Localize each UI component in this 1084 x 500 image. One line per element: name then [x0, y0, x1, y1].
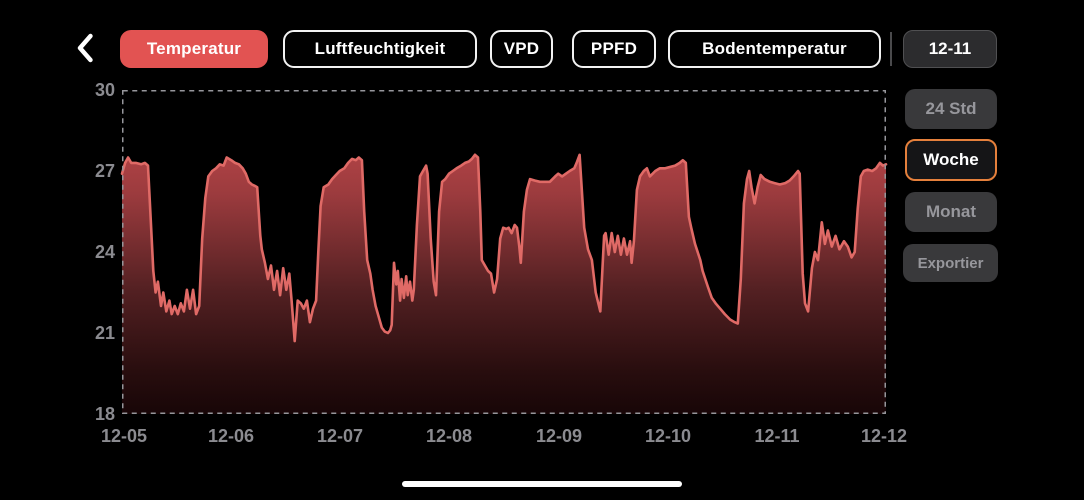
tab-luftfeuchtigkeit-label: Luftfeuchtigkeit — [314, 39, 446, 58]
tabbar-divider — [890, 32, 892, 66]
tab-temperatur[interactable]: Temperatur — [120, 30, 268, 68]
x-tick-12-08: 12-08 — [425, 426, 473, 446]
date-badge-label: 12-11 — [928, 39, 972, 58]
tab-ppfd[interactable]: PPFD — [572, 30, 656, 68]
temperature-plot-area[interactable] — [120, 90, 888, 415]
tab-vpd[interactable]: VPD — [490, 30, 553, 68]
y-tick-21: 21 — [94, 323, 115, 343]
plot-dashed-border — [122, 90, 886, 414]
range-24std-label: 24 Std — [925, 99, 977, 118]
range-button-monat[interactable]: Monat — [905, 192, 997, 232]
tab-temperatur-label: Temperatur — [146, 39, 242, 58]
y-tick-24: 24 — [94, 242, 115, 262]
temperature-chart[interactable]: 30 27 24 21 18 12-05 12-06 12-07 12-08 — [0, 0, 1084, 470]
x-tick-12-07: 12-07 — [316, 426, 364, 446]
temperature-area-fill — [122, 154, 886, 415]
tab-bodentemperatur-label: Bodentemperatur — [702, 39, 847, 58]
tab-vpd-label: VPD — [503, 39, 540, 58]
range-woche-label: Woche — [923, 150, 979, 169]
back-button[interactable] — [68, 30, 102, 68]
range-exportier-label: Exportier — [917, 254, 984, 272]
tab-luftfeuchtigkeit[interactable]: Luftfeuchtigkeit — [283, 30, 477, 68]
range-button-exportier[interactable]: Exportier — [903, 244, 998, 282]
home-indicator-bar[interactable] — [402, 481, 682, 487]
range-button-woche[interactable]: Woche — [905, 139, 997, 181]
x-tick-12-05: 12-05 — [100, 426, 148, 446]
x-tick-12-11: 12-11 — [754, 426, 800, 446]
range-button-24std[interactable]: 24 Std — [905, 89, 997, 129]
x-tick-12-10: 12-10 — [644, 426, 692, 446]
y-tick-27: 27 — [94, 161, 115, 181]
x-tick-12-06: 12-06 — [207, 426, 255, 446]
date-badge[interactable]: 12-11 — [903, 30, 997, 68]
chevron-left-icon — [76, 33, 94, 66]
x-tick-12-09: 12-09 — [535, 426, 583, 446]
tab-bodentemperatur[interactable]: Bodentemperatur — [668, 30, 881, 68]
temperature-line — [120, 153, 888, 343]
range-monat-label: Monat — [925, 202, 977, 221]
tab-ppfd-label: PPFD — [590, 39, 638, 58]
y-tick-30: 30 — [94, 80, 115, 100]
x-tick-12-12: 12-12 — [860, 426, 908, 446]
y-tick-18: 18 — [94, 404, 115, 424]
